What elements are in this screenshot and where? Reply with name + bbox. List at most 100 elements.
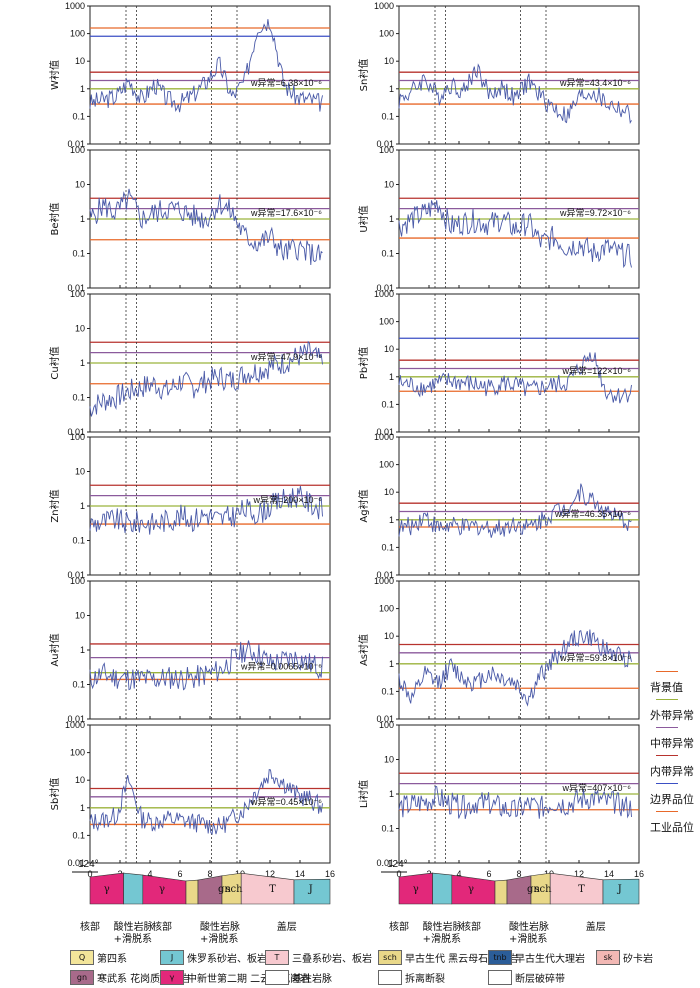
geology-legend-swatch: Q: [70, 950, 94, 965]
y-tick-label-Sn: 1000: [374, 1, 394, 11]
y-tick-label-As: 0.1: [381, 686, 394, 696]
x-tick-label: 12: [574, 869, 584, 879]
y-tick-label-Sb: 1: [80, 803, 85, 813]
y-tick-label-Au: 100: [70, 576, 85, 586]
threshold-legend-label: 背景值: [650, 681, 683, 694]
y-tick-label-As: 1: [389, 659, 394, 669]
y-tick-label-Li: 1: [389, 789, 394, 799]
y-axis-label-W: W衬值: [48, 60, 61, 90]
section-unit-code: J: [308, 884, 313, 895]
x-tick-label: 8: [207, 869, 212, 879]
threshold-legend-swatch: [656, 755, 678, 756]
anomaly-note-U: w异常=9.72×10⁻⁶: [559, 207, 631, 218]
y-tick-label-As: 10: [384, 631, 394, 641]
data-series-Sn: [398, 63, 632, 124]
y-tick-label-Pb: 0.01: [376, 427, 394, 437]
anomaly-note-Zn: w异常=200×10⁻⁶: [253, 494, 323, 505]
y-tick-label-Zn: 100: [70, 432, 85, 442]
y-tick-label-W: 0.01: [67, 139, 85, 149]
anomaly-note-Au: w异常=0.0065×10⁻⁶: [240, 661, 322, 672]
data-series-Sb: [89, 769, 323, 836]
y-tick-label-Zn: 10: [75, 467, 85, 477]
y-axis-label-As: As衬值: [357, 634, 370, 666]
y-tick-label-Zn: 0.1: [72, 536, 85, 546]
data-series-U: [398, 200, 632, 269]
y-axis-label-Be: Be衬值: [48, 202, 61, 235]
y-tick-label-Zn: 0.01: [67, 570, 85, 580]
y-tick-label-Ag: 0.01: [376, 570, 394, 580]
y-tick-label-Sn: 1: [389, 84, 394, 94]
geology-legend-swatch: sch: [378, 950, 402, 965]
section-unit: [494, 879, 508, 905]
y-tick-label-Pb: 0.1: [381, 399, 394, 409]
y-tick-label-Li: 10: [384, 755, 394, 765]
x-tick-label: 6: [177, 869, 182, 879]
y-tick-label-Li: 0.01: [376, 858, 394, 868]
y-tick-label-Au: 0.1: [72, 680, 85, 690]
section-unit: [432, 872, 453, 905]
y-tick-label-Sn: 100: [379, 29, 394, 39]
x-tick-label: 0: [87, 869, 92, 879]
geology-legend-label: 中新世第二期 二云母花岗岩: [187, 974, 311, 985]
y-tick-label-Au: 0.01: [67, 714, 85, 724]
geology-legend-swatch: γ: [160, 970, 184, 985]
geology-legend-label: 拆离断裂: [405, 974, 445, 985]
geology-legend-item: sch 早古生代 黑云母石英片岩: [378, 950, 518, 965]
y-tick-label-W: 100: [70, 29, 85, 39]
section-label: 盖层: [277, 920, 297, 933]
geology-legend-label: 早古生代 黑云母石英片岩: [405, 954, 519, 965]
y-tick-label-Be: 0.1: [72, 249, 85, 259]
geology-legend-label: 矽卡岩: [623, 954, 653, 965]
geology-legend-item: 基性岩脉: [265, 970, 332, 985]
y-tick-label-Sn: 10: [384, 56, 394, 66]
section-unit: [602, 878, 640, 905]
section-unit-code: gn: [527, 884, 540, 895]
section-unit: [293, 878, 331, 905]
threshold-legend-swatch: [656, 811, 678, 812]
y-tick-label-U: 100: [379, 145, 394, 155]
section-label: 盖层: [586, 920, 606, 933]
geology-legend-item: Q 第四系: [70, 950, 127, 965]
y-tick-label-Sn: 0.01: [376, 139, 394, 149]
threshold-legend-label: 内带异常: [650, 765, 694, 778]
geology-legend-swatch: J: [160, 950, 184, 965]
y-tick-label-Pb: 10: [384, 344, 394, 354]
y-tick-label-Li: 0.1: [381, 824, 394, 834]
geology-legend-item: 拆离断裂: [378, 970, 445, 985]
y-tick-label-Ag: 1000: [374, 432, 394, 442]
geology-legend-swatch: sk: [596, 950, 620, 965]
data-series-Li: [398, 785, 632, 820]
data-series-Cu: [89, 340, 323, 417]
geology-legend-swatch: [488, 970, 512, 985]
x-tick-label: 8: [516, 869, 521, 879]
geology-legend-item: J 侏罗系砂岩、板岩: [160, 950, 267, 965]
geology-legend-label: 早古生代大理岩: [515, 954, 585, 965]
y-tick-label-Cu: 10: [75, 324, 85, 334]
anomaly-note-Ag: w异常=46.35×10⁻⁶: [554, 508, 631, 519]
section-label: 核部: [461, 920, 481, 933]
y-tick-label-As: 100: [379, 604, 394, 614]
section-label: 酸性岩脉: [423, 920, 463, 933]
section-unit-code: gn: [218, 884, 231, 895]
data-series-Be: [89, 188, 323, 266]
anomaly-note-W: w异常=6.38×10⁻⁶: [250, 77, 322, 88]
y-tick-label-Cu: 1: [80, 358, 85, 368]
geology-legend-item: gn 寒武系 花岗质片麻岩: [70, 970, 190, 985]
section-label: 酸性岩脉: [200, 920, 240, 933]
y-tick-label-Pb: 100: [379, 317, 394, 327]
anomaly-note-As: w异常=59.8×10⁻⁶: [559, 652, 631, 663]
x-tick-label: 6: [486, 869, 491, 879]
section-unit-code: J: [617, 884, 622, 895]
geology-legend-item: tnb 早古生代大理岩: [488, 950, 585, 965]
anomaly-note-Cu: w异常=47.9×10⁻⁶: [250, 351, 322, 362]
geology-legend-label: 基性岩脉: [292, 974, 332, 985]
threshold-legend-label: 工业品位: [650, 821, 694, 834]
section-unit-code: γ: [413, 884, 419, 895]
section-label: 核部: [80, 920, 100, 933]
y-tick-label-Ag: 100: [379, 460, 394, 470]
geology-legend-swatch: [378, 970, 402, 985]
section-unit: [240, 872, 295, 905]
section-label: 核部: [152, 920, 172, 933]
section-unit-code: T: [269, 884, 276, 895]
